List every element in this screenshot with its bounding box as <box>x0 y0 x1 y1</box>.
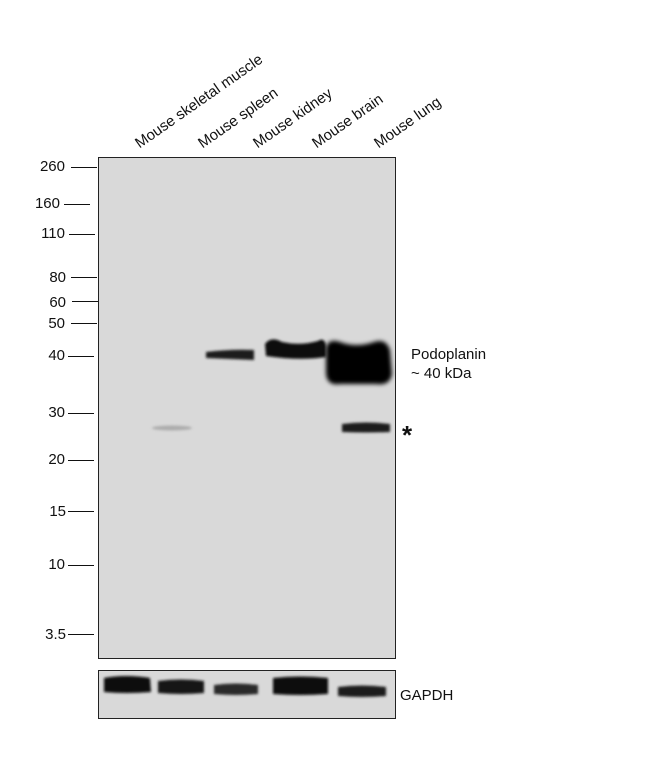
mw-tick-3-5 <box>68 634 94 635</box>
mw-label-10: 10 <box>48 556 65 573</box>
mw-label-80: 80 <box>49 269 66 286</box>
target-size: ~ 40 kDa <box>411 365 472 382</box>
mw-tick-60 <box>72 301 98 302</box>
mw-label-40: 40 <box>48 347 65 364</box>
mw-label-3-5: 3.5 <box>45 626 66 643</box>
band-gapdh-lung <box>338 685 386 697</box>
mw-label-20: 20 <box>48 451 65 468</box>
mw-tick-50 <box>71 323 97 324</box>
target-name: Podoplanin <box>411 346 487 363</box>
band-spleen-faint <box>152 425 192 431</box>
mw-label-60: 60 <box>49 294 66 311</box>
mw-label-260: 260 <box>39 158 65 175</box>
mw-label-110: 110 <box>41 225 65 242</box>
mw-tick-260 <box>71 167 97 168</box>
mw-tick-160 <box>64 204 90 205</box>
band-lung-nonspecific <box>342 422 390 433</box>
mw-label-50: 50 <box>48 315 65 332</box>
main-blot-panel <box>98 157 396 659</box>
mw-tick-10 <box>68 565 94 566</box>
band-gapdh-spleen <box>158 679 204 694</box>
mw-tick-15 <box>68 511 94 512</box>
mw-label-160: 160 <box>34 195 60 212</box>
band-gapdh-brain <box>273 676 328 695</box>
podoplanin-label: Podoplanin ~ 40 kDa <box>411 345 486 383</box>
band-gapdh-kidney <box>214 683 258 695</box>
gapdh-label: GAPDH <box>400 687 454 704</box>
band-kidney-podoplanin <box>206 349 254 360</box>
mw-label-30: 30 <box>48 404 65 421</box>
mw-tick-40 <box>68 356 94 357</box>
band-lung-podoplanin <box>326 340 392 385</box>
nonspecific-band-asterisk: * <box>402 420 413 450</box>
mw-label-15: 15 <box>49 503 66 520</box>
band-brain-podoplanin <box>265 339 326 359</box>
mw-tick-20 <box>68 460 94 461</box>
mw-tick-30 <box>68 413 94 414</box>
mw-tick-80 <box>71 277 97 278</box>
mw-tick-110 <box>69 234 95 235</box>
band-gapdh-skeletal-muscle <box>104 676 151 693</box>
